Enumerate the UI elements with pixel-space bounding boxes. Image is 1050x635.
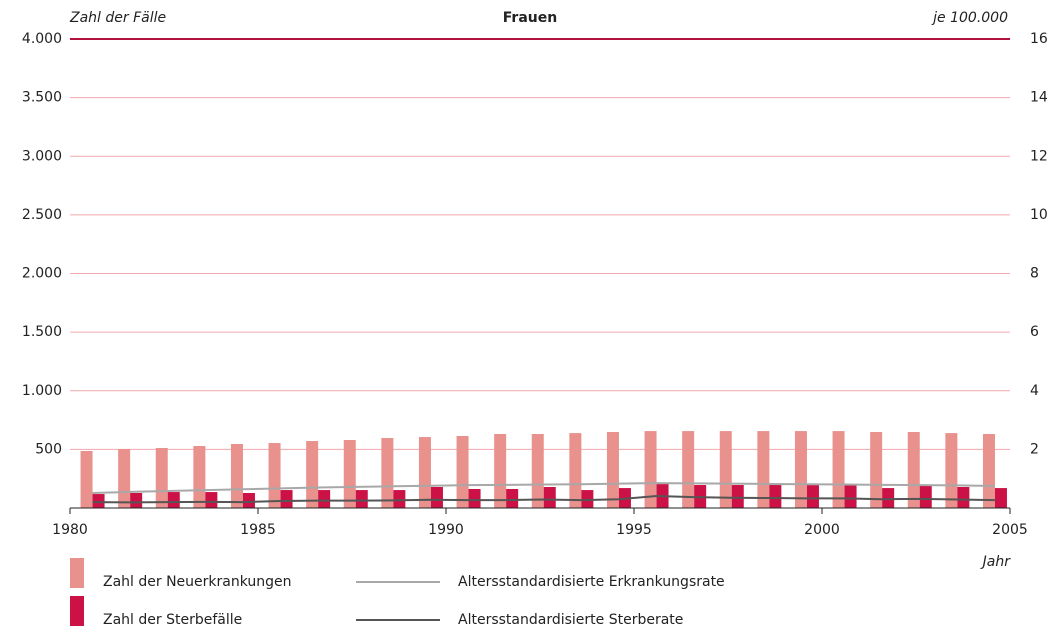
bar <box>468 489 481 508</box>
bar <box>506 489 519 508</box>
x-axis-label: Jahr <box>980 554 1012 570</box>
bar <box>393 490 406 508</box>
bar <box>844 485 857 508</box>
bar <box>982 434 995 508</box>
bar <box>531 434 544 508</box>
bar <box>242 492 255 508</box>
bar <box>870 432 883 508</box>
y-tick-label: 4.000 <box>22 31 62 47</box>
bar <box>543 487 556 508</box>
bar <box>882 488 895 508</box>
bar <box>318 490 331 508</box>
y2-tick-label: 12 <box>1030 148 1048 164</box>
bar <box>769 485 782 508</box>
bar <box>205 492 218 508</box>
bar <box>418 437 431 508</box>
bar <box>994 488 1007 508</box>
y2-tick-label: 4 <box>1030 383 1039 399</box>
bar <box>757 431 770 508</box>
x-tick-label: 2005 <box>992 522 1028 538</box>
bar <box>381 438 394 508</box>
bar <box>719 431 732 508</box>
bar <box>606 432 619 508</box>
y2-tick-label: 8 <box>1030 266 1039 282</box>
bar <box>167 492 180 508</box>
bar <box>430 487 443 508</box>
line <box>92 494 995 504</box>
y2-tick-label: 16 <box>1030 31 1048 47</box>
y2-tick-label: 14 <box>1030 90 1048 106</box>
bar <box>957 487 970 508</box>
bar <box>456 436 469 508</box>
y-tick-label: 2.500 <box>22 207 62 223</box>
bar <box>682 431 695 508</box>
bar <box>644 431 657 508</box>
y2-tick-label: 2 <box>1030 441 1039 457</box>
legend-label: Zahl der Sterbefälle <box>103 612 242 628</box>
bar <box>907 432 920 508</box>
bar <box>945 433 958 508</box>
bar <box>306 441 319 508</box>
y-tick-label: 3.000 <box>22 148 62 164</box>
bar <box>494 434 507 508</box>
y-tick-label: 3.500 <box>22 90 62 106</box>
bar <box>193 445 206 508</box>
legend-label: Zahl der Neuerkrankungen <box>103 574 292 590</box>
bar <box>794 431 807 508</box>
y-tick-label: 1.500 <box>22 324 62 340</box>
bar <box>118 449 131 508</box>
chart-title: Frauen <box>503 10 557 26</box>
bar <box>569 433 582 508</box>
y-tick-label: 1.000 <box>22 383 62 399</box>
legend-swatch <box>70 558 84 588</box>
x-tick-label: 1995 <box>616 522 652 538</box>
bar <box>280 490 293 508</box>
legend-label: Altersstandardisierte Erkrankungsrate <box>458 574 725 590</box>
line <box>92 482 995 495</box>
y-tick-label: 500 <box>35 441 62 457</box>
bar <box>919 485 932 508</box>
legend-label: Altersstandardisierte Sterberate <box>458 612 683 628</box>
bar <box>832 431 845 508</box>
bar <box>806 485 819 508</box>
y-tick-label: 2.000 <box>22 266 62 282</box>
bar <box>155 447 168 508</box>
x-tick-label: 2000 <box>804 522 840 538</box>
y2-axis-label: je 100.000 <box>931 10 1008 26</box>
y2-tick-label: 6 <box>1030 324 1039 340</box>
bar <box>80 451 93 508</box>
bar <box>92 494 105 508</box>
x-tick-label: 1980 <box>52 522 88 538</box>
bar <box>731 485 744 508</box>
bar <box>230 443 243 508</box>
bar <box>343 439 356 508</box>
legend-swatch <box>70 596 84 626</box>
bar <box>355 490 368 508</box>
y-axis-label: Zahl der Fälle <box>69 10 166 26</box>
bar <box>268 443 281 508</box>
x-tick-label: 1985 <box>240 522 276 538</box>
y2-tick-label: 10 <box>1030 207 1048 223</box>
x-tick-label: 1990 <box>428 522 464 538</box>
bar <box>130 492 143 508</box>
